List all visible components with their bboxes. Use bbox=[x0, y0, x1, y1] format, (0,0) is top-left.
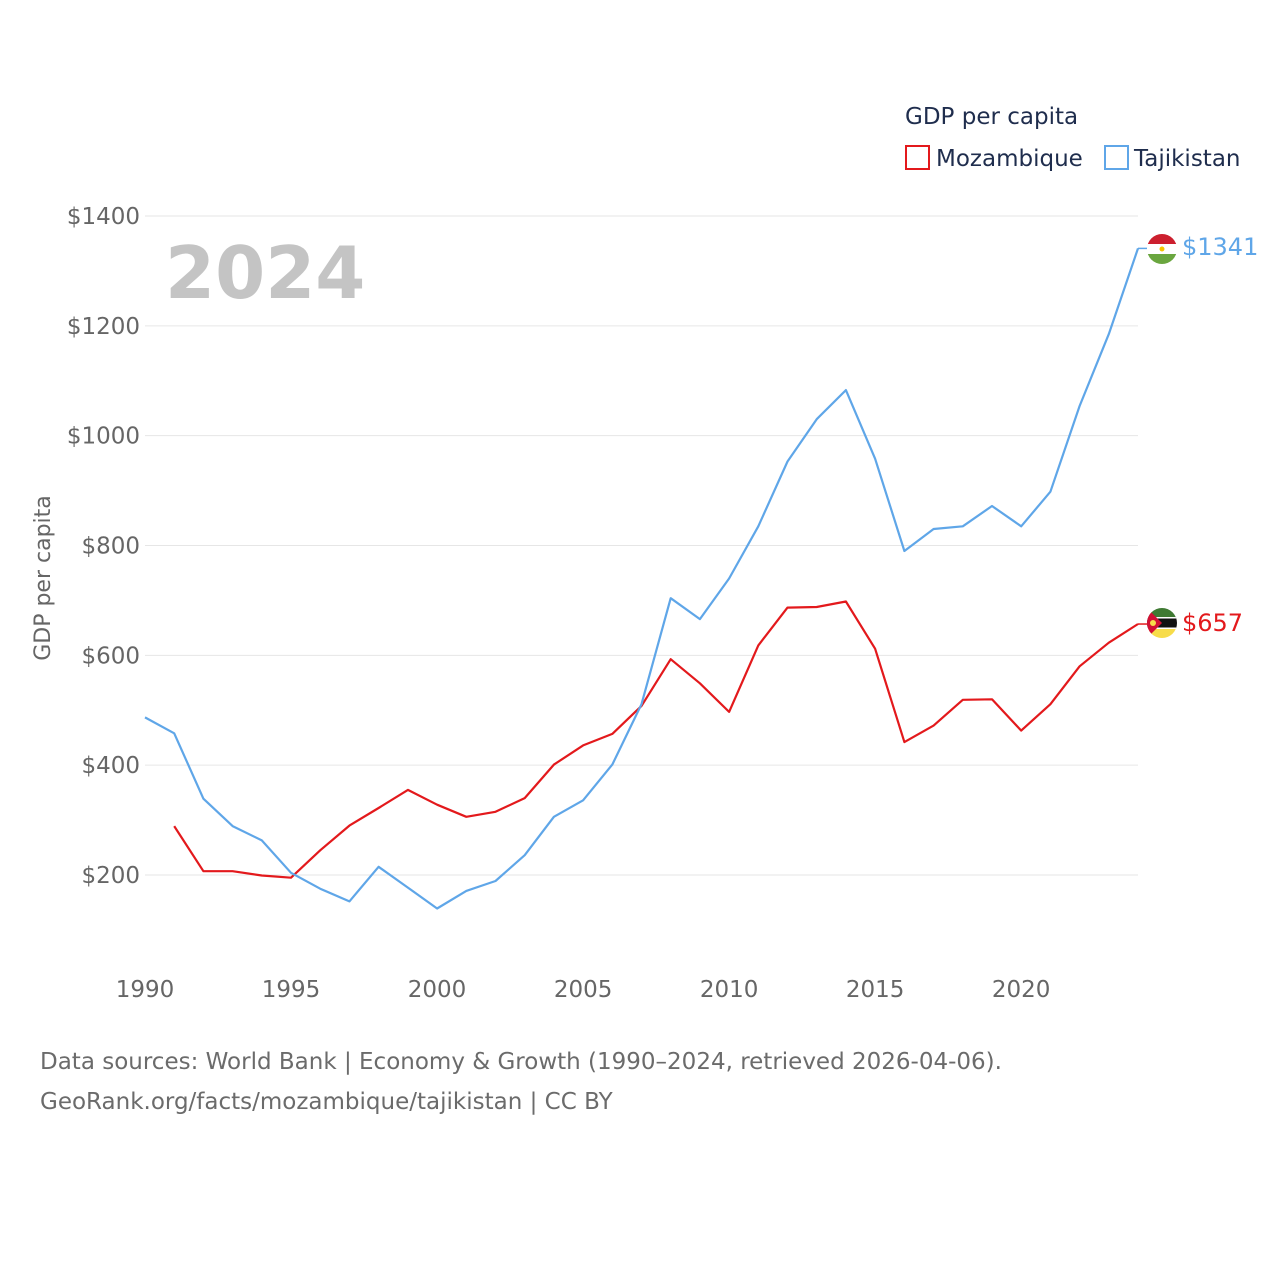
x-tick-label: 1990 bbox=[116, 977, 175, 1003]
x-tick-label: 2005 bbox=[554, 977, 613, 1003]
legend-label-mozambique: Mozambique bbox=[936, 146, 1083, 172]
y-tick-label: $1200 bbox=[67, 314, 140, 340]
x-tick-label: 2010 bbox=[700, 977, 759, 1003]
legend-label-tajikistan: Tajikistan bbox=[1133, 146, 1241, 172]
data-sources-text: Data sources: World Bank | Economy & Gro… bbox=[40, 1049, 1002, 1075]
grid-lines bbox=[145, 215, 1138, 876]
y-tick-label: $1400 bbox=[67, 204, 140, 230]
end-labels: $657 $1341 bbox=[1138, 233, 1258, 637]
series-lines bbox=[144, 248, 1140, 910]
series-line-mozambique bbox=[173, 600, 1139, 879]
y-tick-label: $800 bbox=[81, 534, 140, 560]
y-tick-label: $200 bbox=[81, 863, 140, 889]
mozambique-flag-icon bbox=[1147, 608, 1177, 638]
end-value-label-mozambique: $657 bbox=[1182, 609, 1243, 637]
x-tick-label: 2015 bbox=[846, 977, 905, 1003]
source-url-text: GeoRank.org/facts/mozambique/tajikistan … bbox=[40, 1089, 613, 1115]
y-tick-label: $400 bbox=[81, 753, 140, 779]
x-tick-label: 2000 bbox=[408, 977, 467, 1003]
legend-swatch-mozambique bbox=[905, 145, 930, 170]
y-tick-label: $600 bbox=[81, 643, 140, 669]
footer: Data sources: World Bank | Economy & Gro… bbox=[40, 1042, 1002, 1122]
legend-title: GDP per capita bbox=[905, 104, 1078, 130]
x-tick-label: 2020 bbox=[992, 977, 1051, 1003]
legend: GDP per capita Mozambique Tajikistan bbox=[905, 104, 1241, 172]
y-axis-ticks: $200 $400 $600 $800 $1000 $1200 $1400 bbox=[67, 204, 140, 889]
y-axis-label: GDP per capita bbox=[31, 495, 56, 661]
series-line-tajikistan bbox=[144, 248, 1140, 910]
year-label: 2024 bbox=[165, 231, 365, 315]
x-axis-ticks: 1990 1995 2000 2005 2010 2015 2020 bbox=[116, 977, 1051, 1003]
gdp-line-chart: $200 $400 $600 $800 $1000 $1200 $1400 1990 1995… bbox=[31, 104, 1258, 1003]
tajikistan-flag-icon bbox=[1147, 234, 1177, 264]
end-value-label-tajikistan: $1341 bbox=[1182, 233, 1258, 261]
y-tick-label: $1000 bbox=[67, 424, 140, 450]
x-tick-label: 1995 bbox=[262, 977, 321, 1003]
legend-swatch-tajikistan bbox=[1104, 145, 1129, 170]
